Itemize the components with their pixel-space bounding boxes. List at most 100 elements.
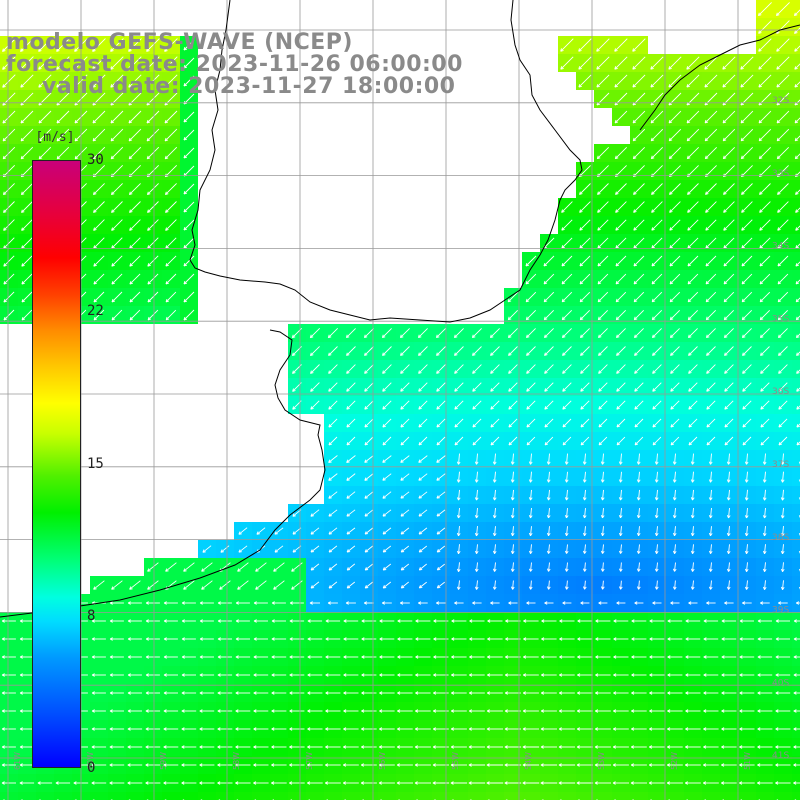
wind-arrow-head (129, 193, 133, 196)
wind-arrow (686, 146, 700, 160)
wind-arrow-head (450, 728, 455, 731)
wind-arrow-head (559, 638, 563, 641)
wind-arrow-head (397, 728, 401, 731)
wind-arrow-head (758, 103, 763, 106)
wind-arrow (147, 273, 159, 285)
wind-arrow-head (688, 443, 693, 446)
wind-arrow-head (289, 638, 293, 641)
wind-arrow-head (181, 728, 185, 731)
wind-arrow-head (742, 425, 746, 428)
wind-arrow-head (580, 354, 584, 356)
wind-arrow-head (688, 389, 692, 392)
wind-arrow (796, 369, 800, 374)
wind-arrow-head (687, 193, 691, 195)
wind-arrow-head (307, 656, 311, 659)
wind-arrow (777, 291, 789, 303)
wind-arrow-head (652, 318, 656, 321)
wind-arrow-head (415, 674, 419, 677)
wind-arrow-head (217, 620, 221, 623)
wind-arrow-head (325, 620, 329, 623)
wind-arrow (507, 291, 519, 303)
wind-arrow (273, 562, 285, 572)
wind-arrow-head (759, 193, 763, 195)
wind-arrow-head (616, 354, 620, 356)
wind-arrow-head (782, 533, 785, 537)
wind-arrow (418, 418, 428, 428)
wind-arrow-head (3, 300, 7, 303)
wind-arrow-head (183, 156, 188, 159)
wind-arrow (346, 382, 356, 392)
wind-arrow (668, 74, 682, 88)
wind-arrow-head (580, 407, 584, 410)
wind-arrow-head (508, 425, 512, 428)
wind-arrow (723, 291, 735, 303)
wind-arrow (796, 351, 800, 356)
wind-arrow (598, 346, 608, 356)
wind-arrow-head (379, 710, 383, 713)
wind-speed-cell (792, 522, 800, 540)
wind-arrow-head (183, 282, 188, 285)
wind-arrow (710, 471, 712, 483)
wind-arrow (494, 562, 496, 572)
wind-speed-cell (738, 792, 756, 800)
wind-arrow (687, 165, 699, 177)
wind-arrow-head (454, 425, 458, 428)
wind-arrow-head (289, 674, 293, 677)
wind-arrow-head (346, 479, 350, 481)
wind-arrow-head (271, 674, 275, 677)
wind-arrow-head (110, 103, 114, 106)
wind-arrow-head (91, 638, 95, 641)
wind-arrow-head (382, 497, 386, 499)
wind-arrow-head (220, 551, 224, 553)
wind-arrow (777, 201, 789, 213)
wind-arrow (710, 526, 712, 536)
wind-arrow (183, 111, 195, 123)
wind-arrow (56, 110, 70, 124)
wind-arrow-head (383, 569, 387, 571)
wind-speed-cell (792, 432, 800, 450)
wind-arrow-head (419, 551, 423, 553)
wind-arrow (147, 562, 159, 572)
wind-arrow-head (688, 354, 692, 356)
wind-arrow-head (543, 246, 547, 249)
wind-arrow (669, 165, 681, 177)
wind-arrow-head (633, 282, 638, 285)
wind-arrow-head (562, 336, 566, 339)
wind-arrow-head (1, 710, 5, 713)
wind-arrow (764, 580, 766, 590)
wind-arrow (724, 346, 734, 356)
wind-arrow (237, 580, 249, 590)
wind-arrow-head (273, 588, 277, 590)
wind-arrow-head (274, 551, 278, 553)
wind-arrow-head (418, 336, 422, 339)
wind-arrow-head (598, 318, 602, 321)
wind-arrow-head (20, 85, 24, 88)
wind-arrow (638, 526, 640, 536)
wind-arrow-head (526, 372, 530, 374)
wind-arrow-head (758, 14, 762, 17)
wind-arrow (418, 436, 428, 446)
wind-arrow (692, 489, 694, 501)
wind-arrow (92, 56, 106, 70)
wind-arrow-head (110, 139, 115, 142)
wind-arrow (722, 110, 736, 124)
wind-arrow-head (93, 229, 97, 231)
wind-arrow-head (2, 50, 6, 52)
wind-arrow-head (526, 407, 530, 410)
wind-arrow-head (310, 515, 314, 517)
wind-arrow-head (487, 620, 491, 623)
wind-arrow (92, 110, 106, 124)
wind-arrow-head (476, 515, 479, 519)
wind-arrow-head (634, 425, 638, 428)
wind-arrow (21, 201, 33, 213)
wind-arrow-head (235, 656, 239, 659)
wind-arrow-head (685, 674, 689, 677)
wind-speed-cell (180, 792, 198, 800)
wind-arrow (454, 418, 464, 428)
wind-arrow-head (631, 620, 635, 623)
wind-arrow (328, 527, 338, 535)
wind-arrow-head (578, 50, 582, 52)
wind-arrow (364, 563, 374, 571)
wind-arrow-head (633, 139, 637, 142)
wind-arrow-head (638, 497, 641, 501)
